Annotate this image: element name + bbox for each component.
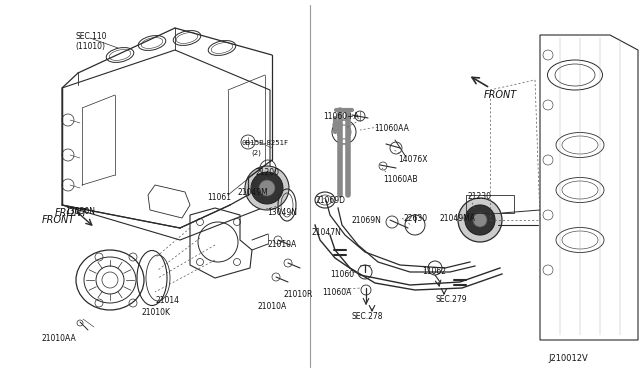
Text: 11060AA: 11060AA: [374, 124, 409, 133]
Text: SEC.110: SEC.110: [75, 32, 106, 41]
Circle shape: [259, 180, 275, 196]
Text: (2): (2): [251, 150, 261, 157]
Text: 14076X: 14076X: [398, 155, 428, 164]
Text: 21200: 21200: [256, 168, 280, 177]
Circle shape: [465, 205, 495, 235]
Text: FRONT: FRONT: [42, 215, 76, 225]
Text: 13049N: 13049N: [267, 208, 297, 217]
Text: 11062: 11062: [422, 267, 446, 276]
Text: 11060AB: 11060AB: [383, 175, 417, 184]
Text: 21069N: 21069N: [352, 216, 382, 225]
Text: 13050N: 13050N: [65, 207, 95, 216]
Text: SEC.279: SEC.279: [435, 295, 467, 304]
Text: 21010K: 21010K: [142, 308, 171, 317]
Text: J210012V: J210012V: [548, 354, 588, 363]
Text: 11060A: 11060A: [322, 288, 351, 297]
Text: 0B15B-8251F: 0B15B-8251F: [241, 140, 288, 146]
Text: 21010A: 21010A: [257, 302, 286, 311]
Text: (11010): (11010): [75, 42, 105, 51]
Text: 21014: 21014: [155, 296, 179, 305]
Text: 11060+A: 11060+A: [323, 112, 359, 121]
Text: 21010R: 21010R: [284, 290, 314, 299]
Circle shape: [251, 172, 283, 204]
Text: 11061: 11061: [207, 193, 231, 202]
Circle shape: [458, 198, 502, 242]
Text: 22630: 22630: [404, 214, 428, 223]
Text: 21049M: 21049M: [238, 188, 269, 197]
Text: FRONT: FRONT: [55, 208, 88, 218]
Text: 11060: 11060: [330, 270, 354, 279]
Text: SEC.278: SEC.278: [352, 312, 383, 321]
Circle shape: [245, 166, 289, 210]
Text: FRONT: FRONT: [484, 90, 517, 100]
Text: 21049MA: 21049MA: [440, 214, 476, 223]
Text: 21069D: 21069D: [316, 196, 346, 205]
Text: 21010A: 21010A: [267, 240, 296, 249]
Text: 21010AA: 21010AA: [42, 334, 77, 343]
Text: 21047N: 21047N: [312, 228, 342, 237]
Text: 21230: 21230: [468, 192, 492, 201]
Circle shape: [473, 213, 487, 227]
